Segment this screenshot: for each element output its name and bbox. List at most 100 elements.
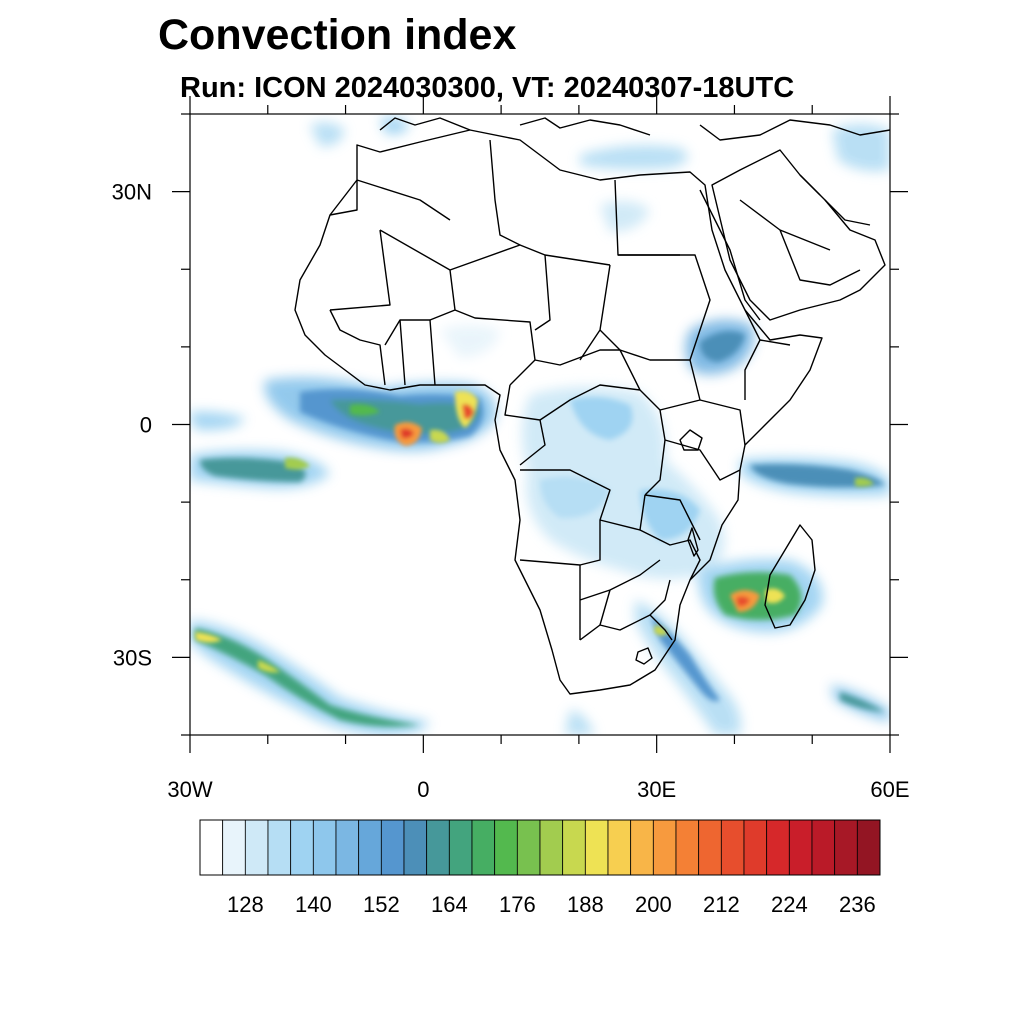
colorbar-label: 212 — [703, 892, 740, 917]
colorbar-swatch — [562, 819, 586, 876]
colorbar-swatch — [244, 819, 269, 876]
colorbar-label: 176 — [499, 892, 536, 917]
border-sudan — [599, 254, 711, 361]
colorbar-swatch — [675, 819, 700, 876]
colorbar-label: 152 — [363, 892, 400, 917]
border-west-africa — [329, 309, 436, 386]
field-south-atlantic-warm — [195, 632, 222, 643]
border-zambia-mozambique — [639, 494, 701, 581]
x-tick-label: 0 — [417, 777, 429, 802]
colorbar-label: 164 — [431, 892, 468, 917]
lesotho — [635, 647, 653, 665]
europe-coast — [379, 117, 890, 141]
x-tick-label: 60E — [870, 777, 909, 802]
colorbar: 128 140 152 164 176 188 200 212 224 236 — [199, 819, 881, 917]
field-south-atlantic-warm2 — [258, 660, 280, 673]
colorbar-swatch — [448, 819, 473, 876]
colorbar-swatch — [652, 819, 677, 876]
axis-tick-labels: 30W 0 30E 60E 30N 0 30S — [112, 180, 910, 802]
field-southeast-inner — [840, 692, 885, 712]
colorbar-label: 140 — [295, 892, 332, 917]
border-niger-chad — [534, 254, 611, 361]
field-mediterranean — [580, 145, 688, 170]
field-congo-patch2 — [540, 476, 610, 519]
field-alps — [380, 117, 410, 135]
colorbar-swatch — [380, 819, 405, 876]
field-indian-inner — [750, 464, 885, 488]
colorbar-label: 128 — [227, 892, 264, 917]
colorbar-swatch — [222, 819, 246, 876]
colorbar-swatch — [471, 819, 496, 876]
chart-subtitle: Run: ICON 2024030300, VT: 20240307-18UTC — [180, 72, 795, 104]
colorbar-swatch — [856, 819, 881, 876]
border-angola — [519, 469, 646, 566]
colorbar-swatch — [335, 819, 360, 876]
border-south-africa — [579, 614, 673, 641]
x-tick-label: 30E — [637, 777, 676, 802]
africa-coastline — [294, 129, 823, 695]
border-namibia-botswana — [579, 559, 671, 640]
y-tick-label: 30S — [113, 645, 152, 670]
field-indian-warm — [855, 477, 874, 487]
colorbar-swatch — [834, 819, 858, 876]
colorbar-label: 224 — [771, 892, 808, 917]
colorbar-label: 236 — [839, 892, 876, 917]
border-sahel-north — [329, 229, 611, 311]
border-arabia — [739, 174, 861, 286]
colorbar-swatch — [539, 819, 564, 876]
field-libya — [600, 201, 650, 232]
lake-malawi — [687, 527, 699, 557]
colorbar-swatch — [426, 819, 450, 876]
colorbar-swatch — [403, 819, 428, 876]
colorbar-swatch — [584, 819, 609, 876]
border-nigeria — [454, 309, 536, 386]
coastlines-and-borders — [294, 117, 890, 695]
y-tick-label: 0 — [140, 413, 152, 438]
colorbar-swatch — [199, 819, 224, 876]
colorbar-swatch — [788, 819, 813, 876]
colorbar-swatch — [358, 819, 382, 876]
field-guinea-warm — [430, 429, 450, 443]
border-algeria-libya — [489, 139, 521, 246]
colorbar-swatch — [766, 819, 790, 876]
field-south-atlantic-inner — [195, 628, 420, 727]
field-atlantic-west — [190, 411, 245, 430]
colorbar-frame — [199, 819, 881, 876]
field-south-coast — [565, 710, 595, 735]
field-northwest — [310, 122, 345, 147]
field-mozambique-hot2 — [736, 596, 750, 607]
field-congo-patch3 — [640, 489, 700, 540]
colorbar-swatch — [516, 819, 541, 876]
border-car — [534, 349, 641, 391]
colorbar-swatch — [720, 819, 745, 876]
colorbar-swatch — [494, 819, 518, 876]
colorbar-swatch — [607, 819, 632, 876]
arabia-coastline — [711, 149, 886, 321]
border-morocco-algeria — [329, 179, 451, 221]
chart-title: Convection index — [158, 11, 517, 59]
border-east-africa — [659, 359, 746, 481]
border-congo — [539, 384, 666, 496]
field-sa-coast-warm — [654, 625, 668, 636]
lake-victoria — [679, 429, 703, 451]
field-ethiopia-core — [700, 331, 745, 362]
x-tick-label: 30W — [167, 777, 212, 802]
colorbar-label: 188 — [567, 892, 604, 917]
colorbar-swatch — [811, 819, 836, 876]
field-arabia-northeast — [832, 124, 890, 172]
field-guinea-hot4 — [462, 404, 474, 420]
colorbar-swatch — [290, 819, 314, 876]
field-atlantic-green — [285, 457, 310, 470]
axis-tick-marks — [172, 96, 908, 753]
colorbar-swatch — [698, 819, 722, 876]
red-sea — [699, 189, 761, 321]
colorbar-label: 200 — [635, 892, 672, 917]
field-sahel-east — [440, 325, 500, 358]
colorbar-swatch — [630, 819, 654, 876]
field-south-atlantic-band — [190, 620, 430, 735]
field-congo-patch1 — [570, 396, 633, 440]
persian-gulf — [824, 199, 871, 226]
field-atlantic-core — [200, 457, 306, 482]
border-horn-africa — [744, 309, 791, 400]
